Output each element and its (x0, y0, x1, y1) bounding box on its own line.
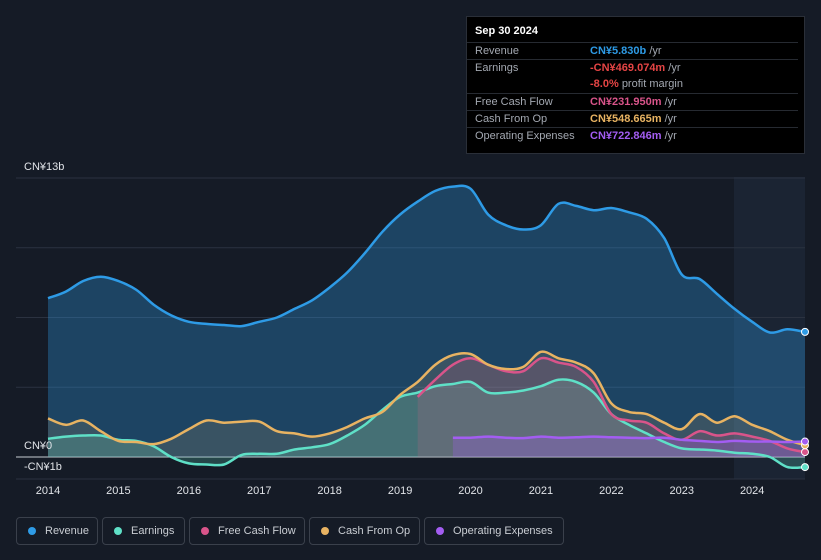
legend-label: Operating Expenses (453, 525, 553, 537)
free-cash-flow-endpoint (801, 448, 809, 457)
cash-from-op-line (47, 350, 806, 447)
legend-cash-from-op[interactable]: Cash From Op (309, 517, 420, 545)
legend-earnings[interactable]: Earnings (102, 517, 185, 545)
x-tick-label: 2019 (388, 485, 412, 497)
x-axis-ticks: 2014 2015 2016 2017 2018 2019 2020 2021 2022 2023… (36, 485, 765, 497)
earnings-area (48, 379, 805, 468)
y-top-label: CN¥13b (24, 161, 64, 173)
legend-label: Revenue (45, 525, 90, 537)
revenue-endpoint (801, 327, 809, 336)
operating-expenses-endpoint (801, 437, 809, 446)
x-tick-label: 2024 (740, 485, 764, 497)
series-lines (47, 184, 806, 470)
y-zero-label: CN¥0 (24, 440, 52, 452)
revenue-line (47, 184, 806, 334)
legend-dot-icon (114, 527, 122, 535)
x-tick-label: 2022 (599, 485, 623, 497)
tooltip-value: CN¥722.846m /yr (590, 130, 677, 142)
revenue-area (48, 185, 805, 457)
legend-dot-icon (436, 527, 444, 535)
tooltip-value: -8.0% profit margin (590, 78, 683, 90)
x-tick-label: 2021 (529, 485, 553, 497)
tooltip-date: Sep 30 2024 (475, 25, 538, 37)
tooltip-value: CN¥231.950m /yr (590, 96, 677, 108)
legend-free-cash-flow[interactable]: Free Cash Flow (189, 517, 305, 545)
x-tick-label: 2023 (670, 485, 694, 497)
x-tick-label: 2017 (247, 485, 271, 497)
tooltip-row-earnings: Earnings -CN¥469.074m /yr (467, 59, 798, 77)
legend-operating-expenses[interactable]: Operating Expenses (424, 517, 564, 545)
legend-label: Cash From Op (338, 525, 411, 537)
tooltip-row-fcf: Free Cash Flow CN¥231.950m /yr (467, 93, 798, 111)
x-tick-label: 2020 (458, 485, 482, 497)
tooltip-value: CN¥5.830b /yr (590, 45, 662, 57)
y-bottom-label: -CN¥1b (24, 461, 62, 473)
x-tick-label: 2018 (317, 485, 341, 497)
x-tick-label: 2016 (177, 485, 201, 497)
legend-label: Earnings (131, 525, 175, 537)
tooltip-label: Free Cash Flow (475, 96, 553, 108)
tooltip-panel: Sep 30 2024 Revenue CN¥5.830b /yr Earnin… (466, 16, 805, 154)
series-endpoints (801, 327, 809, 472)
operating-expenses-area (452, 436, 805, 457)
tooltip-row-cfo: Cash From Op CN¥548.665m /yr (467, 110, 798, 128)
legend-dot-icon (28, 527, 36, 535)
earnings-endpoint (801, 463, 809, 472)
operating-expenses-line (452, 435, 806, 444)
tooltip-value: -CN¥469.074m /yr (590, 62, 681, 74)
forecast-shade (734, 177, 805, 479)
tooltip-value: CN¥548.665m /yr (590, 113, 677, 125)
x-tick-label: 2014 (36, 485, 60, 497)
legend-revenue[interactable]: Revenue (16, 517, 98, 545)
free-cash-flow-area (417, 357, 805, 457)
tooltip-row-opex: Operating Expenses CN¥722.846m /yr (467, 127, 798, 145)
legend-dot-icon (321, 527, 329, 535)
tooltip-label: Earnings (475, 62, 519, 74)
tooltip-label: Operating Expenses (475, 130, 575, 142)
tooltip-label: Cash From Op (475, 113, 548, 125)
x-tick-label: 2015 (106, 485, 130, 497)
cash-from-op-area (48, 351, 805, 457)
series-areas (48, 185, 805, 468)
tooltip-row-margin: -8.0% profit margin (467, 76, 798, 93)
legend-label: Free Cash Flow (218, 525, 296, 537)
tooltip-label: Revenue (475, 45, 520, 57)
tooltip-row-revenue: Revenue CN¥5.830b /yr (467, 42, 798, 60)
legend-dot-icon (201, 527, 209, 535)
